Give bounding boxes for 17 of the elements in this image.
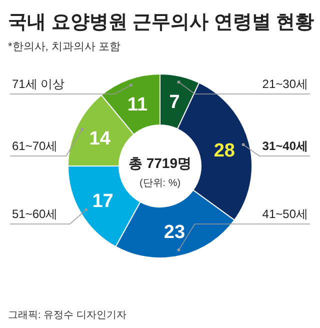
- data-label: 28: [214, 140, 235, 162]
- slice-label: 41~50세: [262, 207, 308, 221]
- data-label: 11: [127, 94, 148, 116]
- slice-label: 21~30세: [262, 77, 308, 91]
- data-label: 7: [169, 92, 180, 114]
- data-label: 14: [89, 128, 111, 150]
- slice-label: 51~60세: [12, 207, 58, 221]
- text: (단위: %): [139, 178, 181, 189]
- slice-label: 31~40세: [262, 139, 308, 153]
- slice-label: 71세 이상: [12, 77, 65, 91]
- data-label: 23: [164, 222, 186, 243]
- text: 그래픽: 유정수 디자인기자: [8, 310, 126, 321]
- chart-title: 국내 요양병원 근무의사 연령별 현황: [8, 12, 314, 33]
- slice-label: 61~70세: [12, 139, 58, 153]
- data-label: 17: [92, 190, 114, 212]
- chart-subtitle: *한의사, 치과의사 포함: [8, 41, 120, 53]
- text: 총 7719명: [128, 155, 192, 171]
